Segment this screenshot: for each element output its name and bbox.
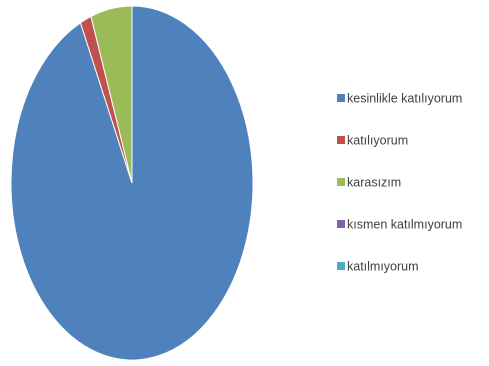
legend: kesinlikle katılıyorum katılıyorum karasız… [337,92,462,274]
legend-label-3: kısmen katılmıyorum [347,218,462,232]
legend-label-2: karasızım [347,176,401,190]
legend-swatch-4 [337,262,345,270]
legend-swatch-0 [337,94,345,102]
pie-slices [10,5,254,361]
legend-label-1: katılıyorum [347,134,408,148]
pie-slice-2 [90,5,133,184]
legend-swatch-1 [337,136,345,144]
legend-swatch-2 [337,178,345,186]
legend-swatch-3 [337,220,345,228]
legend-label-4: katılmıyorum [347,260,419,274]
legend-label-0: kesinlikle katılıyorum [347,92,462,106]
